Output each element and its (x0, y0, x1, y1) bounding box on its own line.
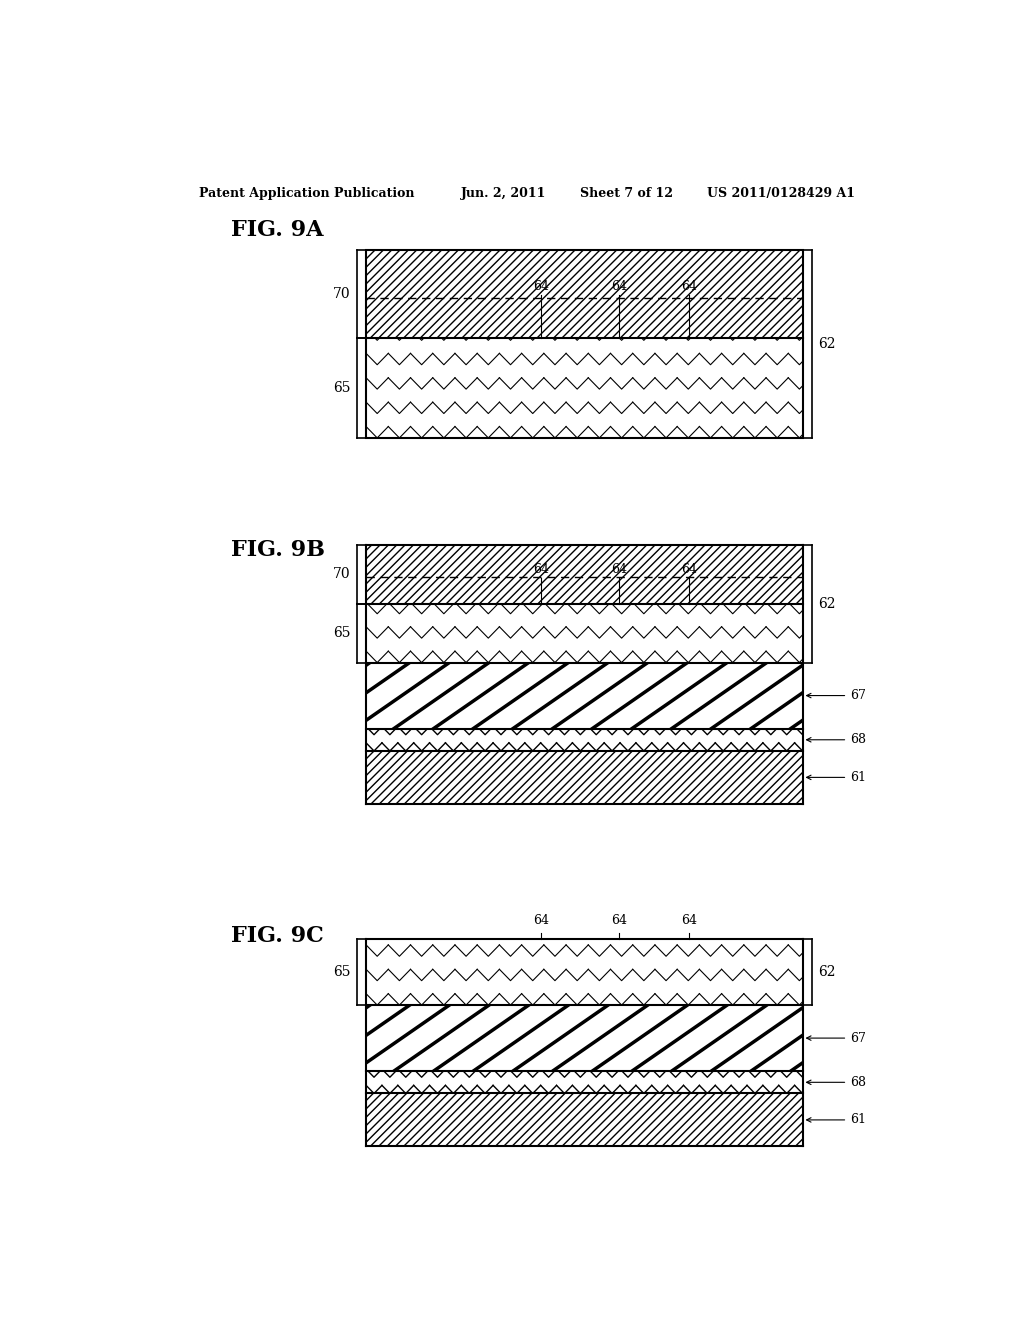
Text: 64: 64 (611, 280, 628, 293)
Text: FIG. 9A: FIG. 9A (231, 219, 324, 240)
Text: 62: 62 (818, 965, 836, 979)
Text: 70: 70 (333, 286, 350, 301)
Text: 64: 64 (532, 915, 549, 927)
Text: 67: 67 (807, 1032, 866, 1044)
Text: 65: 65 (333, 965, 350, 979)
Text: Jun. 2, 2011: Jun. 2, 2011 (461, 187, 547, 201)
Text: 64: 64 (681, 915, 697, 927)
Bar (367, 249, 803, 338)
Bar (367, 939, 803, 1005)
Text: 61: 61 (807, 771, 866, 784)
Text: 62: 62 (818, 337, 836, 351)
Text: 65: 65 (333, 381, 350, 395)
Bar (367, 603, 803, 663)
Text: 64: 64 (681, 280, 697, 293)
Bar (367, 1093, 803, 1146)
Bar (367, 663, 803, 729)
Bar (367, 1071, 803, 1093)
Bar (367, 1005, 803, 1071)
Text: US 2011/0128429 A1: US 2011/0128429 A1 (708, 187, 855, 201)
Text: FIG. 9B: FIG. 9B (231, 539, 326, 561)
Text: Sheet 7 of 12: Sheet 7 of 12 (581, 187, 674, 201)
Bar (367, 729, 803, 751)
Bar (367, 729, 803, 751)
Bar (367, 939, 803, 1005)
Bar (367, 338, 803, 438)
Bar (367, 338, 803, 438)
Text: 64: 64 (611, 915, 628, 927)
Text: 67: 67 (807, 689, 866, 702)
Text: 68: 68 (807, 1076, 866, 1089)
Text: 61: 61 (807, 1113, 866, 1126)
Text: FIG. 9C: FIG. 9C (231, 925, 324, 946)
Bar (367, 751, 803, 804)
Bar (367, 1071, 803, 1093)
Text: 62: 62 (818, 597, 836, 611)
Text: 64: 64 (611, 562, 628, 576)
Text: 64: 64 (532, 280, 549, 293)
Text: 70: 70 (333, 568, 350, 581)
Bar (367, 249, 803, 438)
Bar (367, 1005, 803, 1071)
Text: Patent Application Publication: Patent Application Publication (200, 187, 415, 201)
Text: 64: 64 (532, 562, 549, 576)
Text: 68: 68 (807, 734, 866, 746)
Bar (367, 545, 803, 603)
Bar (367, 663, 803, 729)
Text: 65: 65 (333, 626, 350, 640)
Text: 64: 64 (681, 562, 697, 576)
Bar (367, 603, 803, 663)
